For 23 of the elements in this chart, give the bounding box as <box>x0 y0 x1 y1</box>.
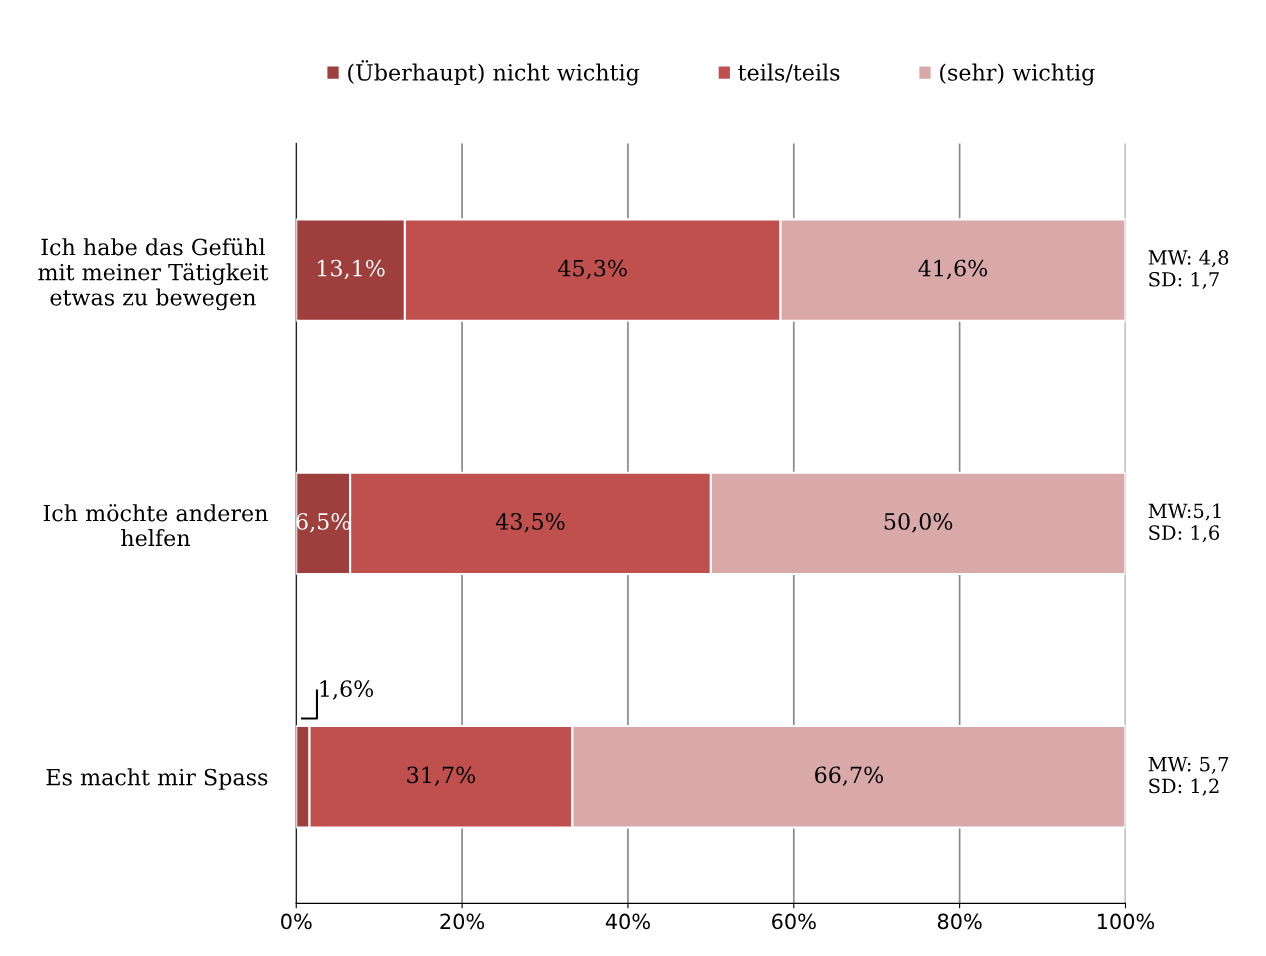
data-label: 45,3% <box>558 259 627 280</box>
data-label: 41,6% <box>918 259 988 280</box>
text: MW: 4,8 SD: 1,7 <box>1148 250 1229 289</box>
y-tick-label: Ich habe das Gefühl mit meiner Tätigkeit etwas zu bewegen <box>38 238 269 311</box>
text: MW: 5,7 SD: 1,2 <box>1148 757 1229 796</box>
x-tick-label: 40% <box>605 913 650 930</box>
x-tick-label: 100% <box>1097 913 1155 930</box>
data-label: 50,0% <box>884 513 953 533</box>
data-label: 1,6% <box>320 680 374 700</box>
y-tick-label: Es macht mir Spass <box>46 768 268 790</box>
x-tick-label: 0% <box>281 913 312 930</box>
x-tick-label: 80% <box>937 913 982 930</box>
x-tick-label: 20% <box>440 913 485 930</box>
data-label: 43,5% <box>495 513 565 533</box>
text: MW:5,1 SD: 1,6 <box>1148 503 1221 543</box>
y-tick-label: Ich möchte anderen helfen <box>43 504 268 547</box>
data-label: 13,1% <box>317 259 385 280</box>
data-label: 31,7% <box>407 766 476 786</box>
legend-label: (sehr) wichtig <box>940 63 1095 86</box>
legend-label: (Überhaupt) nicht wichtig <box>348 60 640 86</box>
x-tick-label: 60% <box>772 913 816 930</box>
legend-label: teils/teils <box>738 63 840 83</box>
data-label: 66,7% <box>815 766 883 786</box>
